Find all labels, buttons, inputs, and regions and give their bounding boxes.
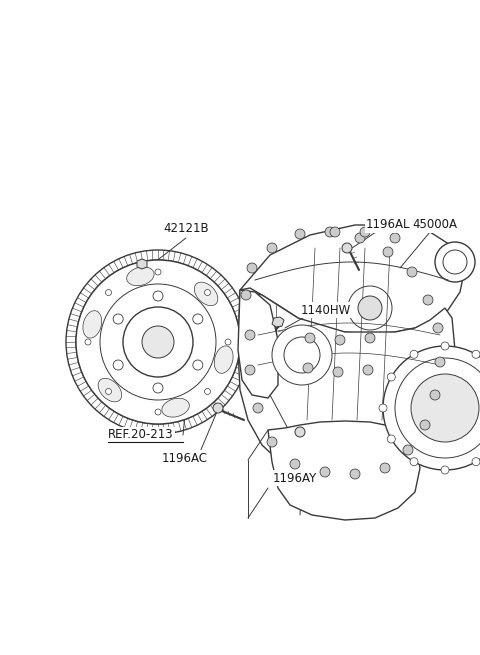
Circle shape <box>430 390 440 400</box>
Circle shape <box>267 437 277 447</box>
Circle shape <box>380 463 390 473</box>
Circle shape <box>305 333 315 343</box>
Circle shape <box>435 242 475 282</box>
Circle shape <box>342 243 352 253</box>
Text: 1140HW: 1140HW <box>301 303 351 316</box>
Circle shape <box>320 467 330 477</box>
Circle shape <box>472 458 480 466</box>
Circle shape <box>123 307 193 377</box>
Circle shape <box>411 374 479 442</box>
Circle shape <box>245 330 255 340</box>
Ellipse shape <box>214 346 233 373</box>
Circle shape <box>204 388 211 394</box>
Circle shape <box>423 295 433 305</box>
Circle shape <box>403 445 413 455</box>
Circle shape <box>193 314 203 324</box>
Circle shape <box>410 458 418 466</box>
Circle shape <box>155 269 161 275</box>
Ellipse shape <box>127 267 154 286</box>
Polygon shape <box>137 259 147 269</box>
Circle shape <box>355 233 365 243</box>
Circle shape <box>272 325 332 385</box>
Text: REF.20-213: REF.20-213 <box>108 428 174 441</box>
Circle shape <box>303 363 313 373</box>
Circle shape <box>335 335 345 345</box>
Circle shape <box>253 403 263 413</box>
Circle shape <box>113 360 123 370</box>
Circle shape <box>472 350 480 358</box>
Ellipse shape <box>194 282 218 306</box>
Circle shape <box>142 326 174 358</box>
Circle shape <box>193 360 203 370</box>
Circle shape <box>441 466 449 474</box>
Text: 1196AC: 1196AC <box>162 451 208 464</box>
Circle shape <box>155 409 161 415</box>
Text: 1196AY: 1196AY <box>273 472 317 485</box>
Circle shape <box>407 267 417 277</box>
Circle shape <box>247 263 257 273</box>
Circle shape <box>433 323 443 333</box>
Circle shape <box>245 365 255 375</box>
Ellipse shape <box>162 398 189 417</box>
Circle shape <box>387 373 396 381</box>
Circle shape <box>225 339 231 345</box>
Polygon shape <box>238 290 278 398</box>
Circle shape <box>379 404 387 412</box>
Circle shape <box>365 333 375 343</box>
Circle shape <box>204 290 211 295</box>
Circle shape <box>295 229 305 239</box>
Text: 1196AL: 1196AL <box>366 219 410 231</box>
Circle shape <box>153 291 163 301</box>
Circle shape <box>113 314 123 324</box>
Circle shape <box>387 435 396 443</box>
Circle shape <box>435 357 445 367</box>
Circle shape <box>76 260 240 424</box>
Ellipse shape <box>83 310 102 338</box>
Circle shape <box>363 365 373 375</box>
Circle shape <box>295 427 305 437</box>
Circle shape <box>360 227 370 237</box>
Circle shape <box>325 227 335 237</box>
Polygon shape <box>268 421 420 520</box>
Polygon shape <box>240 225 465 334</box>
Circle shape <box>420 420 430 430</box>
Polygon shape <box>272 317 284 327</box>
Circle shape <box>333 367 343 377</box>
Text: 42121B: 42121B <box>163 221 209 234</box>
Circle shape <box>350 469 360 479</box>
Circle shape <box>267 243 277 253</box>
Circle shape <box>383 247 393 257</box>
Circle shape <box>213 403 223 413</box>
Circle shape <box>106 388 111 394</box>
Circle shape <box>153 383 163 393</box>
Circle shape <box>441 342 449 350</box>
Circle shape <box>241 290 251 300</box>
Text: 45000A: 45000A <box>412 219 457 231</box>
Circle shape <box>390 233 400 243</box>
Circle shape <box>383 346 480 470</box>
Circle shape <box>106 290 111 295</box>
Circle shape <box>358 296 382 320</box>
Circle shape <box>290 459 300 469</box>
Ellipse shape <box>98 379 122 402</box>
Circle shape <box>410 350 418 358</box>
Circle shape <box>85 339 91 345</box>
Circle shape <box>330 227 340 237</box>
Polygon shape <box>238 290 455 476</box>
